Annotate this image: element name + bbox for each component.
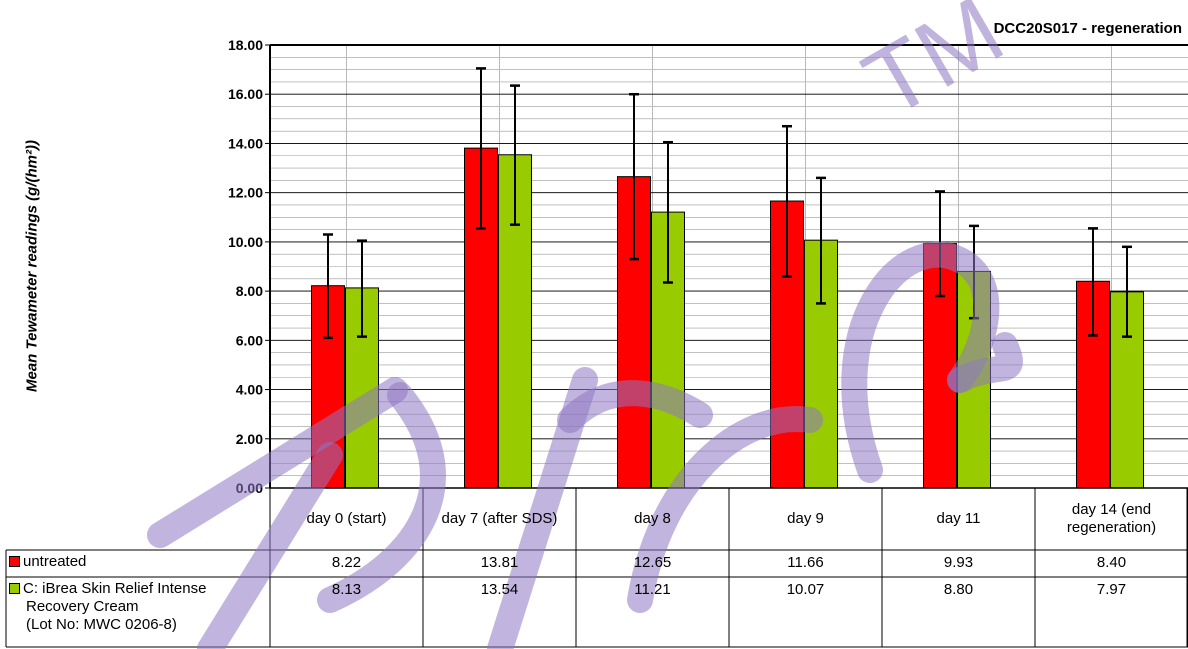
category-label: day 8 — [580, 492, 725, 546]
y-tick-label: 6.00 — [236, 332, 263, 348]
y-tick-label: 2.00 — [236, 431, 263, 447]
table-value: 8.40 — [1035, 554, 1188, 571]
category-label: day 9 — [733, 492, 878, 546]
table-value: 11.21 — [576, 581, 729, 598]
table-value: 7.97 — [1035, 581, 1188, 598]
legend-swatch — [9, 583, 20, 594]
legend-label: untreated — [23, 553, 86, 570]
y-tick-label: 16.00 — [228, 86, 263, 102]
legend-label-line: (Lot No: MWC 0206-8) — [26, 616, 177, 633]
table-value: 8.13 — [270, 581, 423, 598]
y-tick-label: 10.00 — [228, 234, 263, 250]
category-label: day 14 (end regeneration) — [1039, 492, 1184, 546]
legend-label-line: C: iBrea Skin Relief Intense — [23, 580, 206, 597]
category-label: day 11 — [886, 492, 1031, 546]
y-tick-label: 18.00 — [228, 37, 263, 53]
table-value: 13.54 — [423, 581, 576, 598]
table-value: 12.65 — [576, 554, 729, 571]
legend-swatch — [9, 556, 20, 567]
y-tick-label: 4.00 — [236, 382, 263, 398]
category-label: day 0 (start) — [274, 492, 419, 546]
table-value: 11.66 — [729, 554, 882, 571]
category-label: day 7 (after SDS) — [427, 492, 572, 546]
table-value: 8.22 — [270, 554, 423, 571]
table-value: 8.80 — [882, 581, 1035, 598]
table-value: 13.81 — [423, 554, 576, 571]
y-tick-label: 14.00 — [228, 135, 263, 151]
y-tick-label: 8.00 — [236, 283, 263, 299]
y-tick-label: 12.00 — [228, 185, 263, 201]
legend-label-line: Recovery Cream — [26, 598, 139, 615]
table-value: 10.07 — [729, 581, 882, 598]
table-value: 9.93 — [882, 554, 1035, 571]
